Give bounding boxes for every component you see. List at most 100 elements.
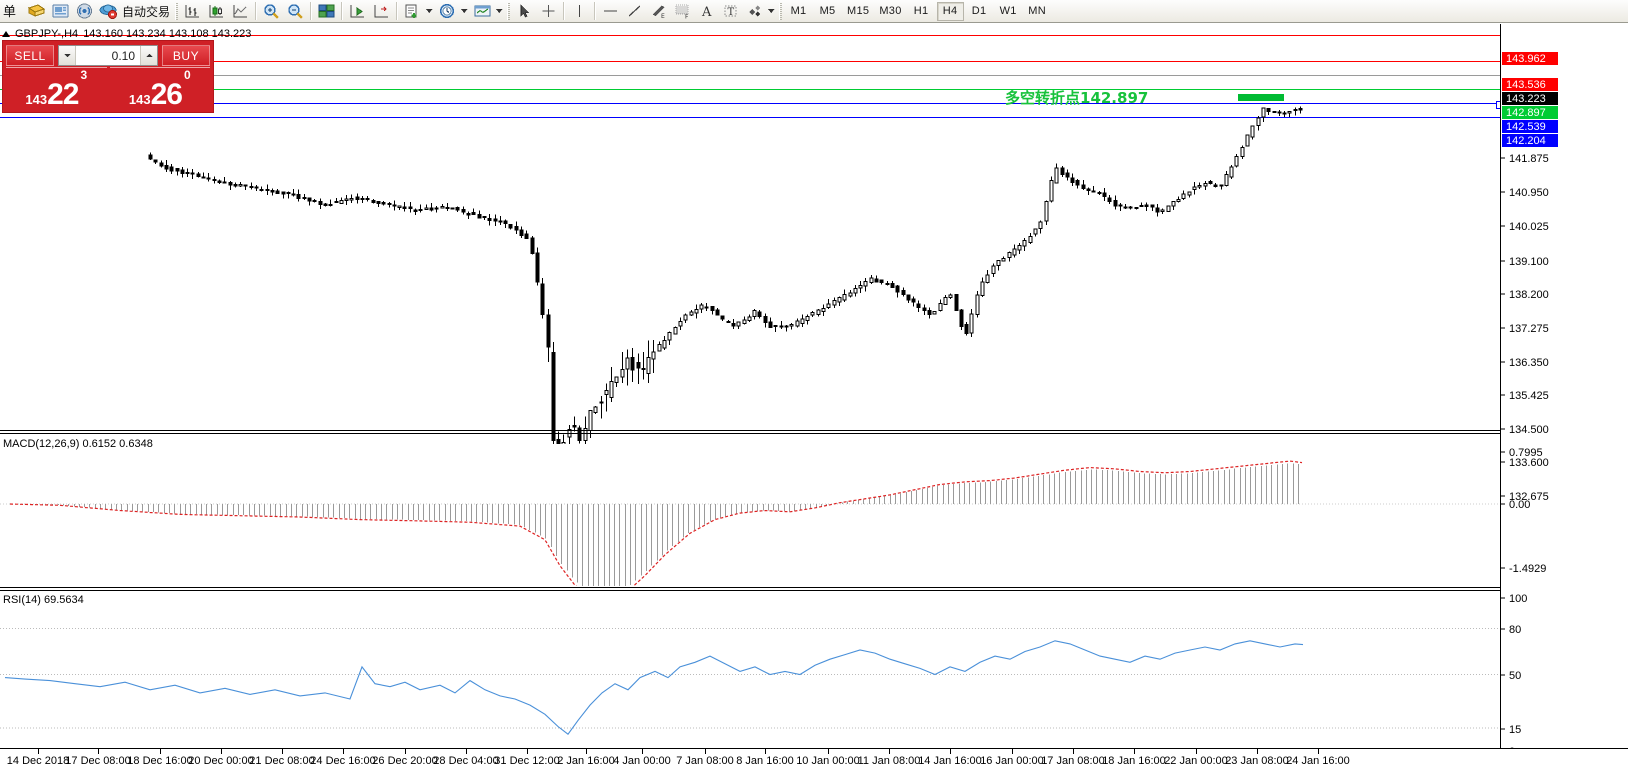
timeframe-h4[interactable]: H4 [936, 1, 964, 21]
time-axis-tick [405, 749, 406, 754]
volume-increase-icon[interactable] [140, 46, 157, 65]
buy-price-display[interactable]: 143 26 0 [109, 67, 210, 110]
price-tag-143223[interactable]: 143.223 [1502, 92, 1558, 105]
price-tag-142204[interactable]: 142.204 [1502, 134, 1558, 147]
chart-autoscroll-icon[interactable] [369, 1, 393, 22]
autotrading-label[interactable]: 自动交易 [122, 4, 171, 19]
fibonacci-icon[interactable]: F [670, 1, 694, 22]
crosshair-icon[interactable] [536, 1, 560, 22]
cursor-arrow-icon[interactable] [512, 1, 536, 22]
bar-chart-icon[interactable] [180, 1, 204, 22]
candlestick-chart-icon[interactable] [204, 1, 228, 22]
periodicity-chevron-down-icon[interactable] [459, 1, 470, 22]
time-axis-label: 14 Jan 16:00 [918, 755, 982, 767]
timeframe-mn[interactable]: MN [1028, 5, 1046, 17]
vertical-line-icon[interactable] [567, 1, 591, 22]
timeframe-h1[interactable]: H1 [913, 5, 929, 17]
buy-button[interactable]: BUY [162, 45, 210, 66]
price-tag-142897[interactable]: 142.897 [1502, 106, 1558, 119]
svg-text:137.275: 137.275 [1509, 323, 1549, 335]
trend-line-icon[interactable] [622, 1, 646, 22]
timeframe-m5[interactable]: M5 [819, 5, 836, 17]
time-axis-label: 8 Jan 16:00 [736, 755, 794, 767]
time-axis-tick [705, 749, 706, 754]
toolbar-grip[interactable] [173, 2, 180, 20]
objects-icon[interactable] [742, 1, 766, 22]
trade-panel-prices: 143 22 3 143 26 0 [3, 67, 213, 112]
price-tag-143962[interactable]: 143.962 [1502, 52, 1558, 65]
time-axis-label: 22 Jan 00:00 [1164, 755, 1228, 767]
svg-text:0.00: 0.00 [1509, 499, 1530, 511]
wallet-icon[interactable] [24, 1, 48, 22]
zoom-in-icon[interactable] [259, 1, 283, 22]
new-order-icon[interactable]: 单 [0, 1, 24, 22]
toolbar-grip-2[interactable] [505, 2, 512, 20]
time-axis-label: 17 Jan 08:00 [1041, 755, 1105, 767]
time-axis-label: 23 Jan 08:00 [1225, 755, 1289, 767]
chart-shift-icon[interactable] [345, 1, 369, 22]
indicators-chevron-down-icon[interactable] [424, 1, 435, 22]
news-icon[interactable] [48, 1, 72, 22]
level-line-143536[interactable] [0, 61, 1500, 62]
time-axis[interactable]: 14 Dec 2018 17 Dec 08:00 18 Dec 16:00 20 De… [0, 748, 1628, 771]
expert-advisor-icon[interactable] [96, 1, 120, 22]
level-line-142897[interactable] [0, 89, 1500, 90]
text-label-icon[interactable]: A [694, 1, 718, 22]
level-line-142539[interactable] [0, 101, 1500, 109]
templates-icon[interactable] [470, 1, 494, 22]
main-chart-plot[interactable]: 多空转折点142.897 [0, 24, 1500, 749]
time-axis-tick [1012, 749, 1013, 754]
svg-text:80: 80 [1509, 624, 1521, 636]
time-axis-tick [642, 749, 643, 754]
price-tag-143536[interactable]: 143.536 [1502, 78, 1558, 91]
price-tag-142539[interactable]: 142.539 [1502, 120, 1558, 133]
time-axis-label: 11 Jan 08:00 [857, 755, 921, 767]
signals-icon[interactable] [72, 1, 96, 22]
line-chart-icon[interactable] [228, 1, 252, 22]
svg-text:135.425: 135.425 [1509, 390, 1549, 402]
time-axis-tick [1073, 749, 1074, 754]
indicators-icon[interactable] [400, 1, 424, 22]
rsi-subwindow[interactable]: RSI(14) 69.5634 [0, 591, 1500, 749]
time-axis-tick [221, 749, 222, 754]
tile-windows-icon[interactable] [314, 1, 338, 22]
rsi-separator [0, 587, 1628, 588]
objects-chevron-down-icon[interactable] [766, 1, 777, 22]
time-axis-label: 10 Jan 00:00 [796, 755, 860, 767]
sell-price-display[interactable]: 143 22 3 [6, 67, 107, 110]
toolbar-grip-3[interactable] [777, 2, 784, 20]
volume-stepper[interactable]: 0.10 [58, 45, 158, 66]
time-axis-tick [889, 749, 890, 754]
level-line-143223[interactable] [0, 75, 1500, 76]
timeframe-m1[interactable]: M1 [790, 5, 807, 17]
svg-text:140.025: 140.025 [1509, 221, 1549, 233]
chart-annotation-label[interactable]: 多空转折点142.897 [1005, 89, 1149, 107]
time-axis-label: 26 Dec 20:00 [372, 755, 438, 767]
one-click-trading-panel[interactable]: SELL 0.10 BUY 143 22 3 [2, 40, 214, 113]
rsi-series [0, 628, 1500, 735]
zoom-out-icon[interactable] [283, 1, 307, 22]
text-icon[interactable]: T [718, 1, 742, 22]
level-line-143962[interactable] [0, 35, 1500, 36]
templates-chevron-down-icon[interactable] [494, 1, 505, 22]
timeframe-m15[interactable]: M15 [847, 5, 870, 17]
horizontal-line-icon[interactable] [598, 1, 622, 22]
timeframe-m30[interactable]: M30 [879, 5, 902, 17]
level-line-142204[interactable] [0, 117, 1500, 118]
svg-text:15: 15 [1509, 724, 1521, 736]
price-axis[interactable]: 141.875 140.950 140.025 139.100 138.200 137.2… [1500, 24, 1628, 749]
ohlc-values: 143.160 143.234 143.108 143.223 [83, 27, 252, 40]
chart-area[interactable]: 多空转折点142.897 MACD(12,26,9) 0.6152 0.6348… [0, 23, 1628, 771]
sell-button[interactable]: SELL [6, 45, 54, 66]
equidistant-channel-icon[interactable]: E [646, 1, 670, 22]
svg-text:50: 50 [1509, 670, 1521, 682]
macd-subwindow[interactable]: MACD(12,26,9) 0.6152 0.6348 [0, 434, 1500, 586]
timeframe-d1[interactable]: D1 [971, 5, 987, 17]
toolbar-divider-2 [310, 2, 312, 20]
periodicity-icon[interactable] [435, 1, 459, 22]
volume-value[interactable]: 0.10 [111, 48, 135, 63]
volume-decrease-icon[interactable] [59, 46, 76, 65]
collapse-triangle-icon[interactable] [2, 30, 10, 37]
timeframe-w1[interactable]: W1 [999, 5, 1017, 17]
